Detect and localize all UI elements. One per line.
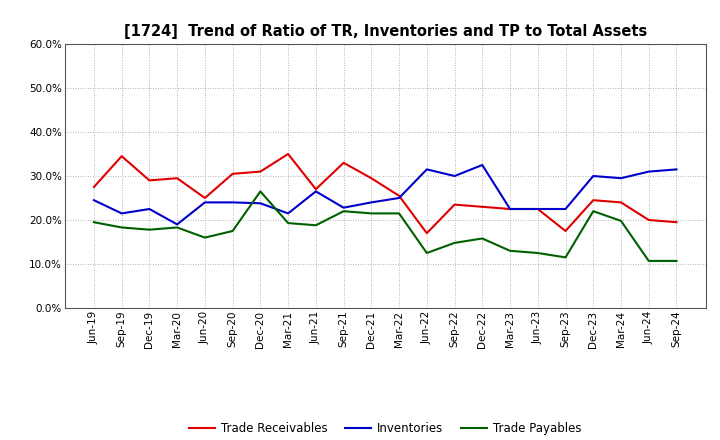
Inventories bbox=[423, 167, 431, 172]
Inventories bbox=[478, 162, 487, 168]
Line: Trade Receivables: Trade Receivables bbox=[94, 154, 677, 233]
Trade Receivables bbox=[672, 220, 681, 225]
Inventories bbox=[312, 189, 320, 194]
Trade Receivables bbox=[395, 193, 403, 198]
Title: [1724]  Trend of Ratio of TR, Inventories and TP to Total Assets: [1724] Trend of Ratio of TR, Inventories… bbox=[124, 24, 647, 39]
Inventories bbox=[672, 167, 681, 172]
Inventories bbox=[505, 206, 514, 212]
Inventories bbox=[644, 169, 653, 174]
Inventories bbox=[145, 206, 154, 212]
Trade Payables bbox=[339, 209, 348, 214]
Trade Payables bbox=[367, 211, 376, 216]
Trade Receivables bbox=[117, 154, 126, 159]
Inventories bbox=[173, 222, 181, 227]
Trade Payables bbox=[228, 228, 237, 234]
Trade Receivables bbox=[201, 195, 210, 201]
Trade Receivables bbox=[589, 198, 598, 203]
Trade Receivables bbox=[505, 206, 514, 212]
Inventories bbox=[395, 195, 403, 201]
Trade Payables bbox=[145, 227, 154, 232]
Trade Payables bbox=[478, 236, 487, 241]
Inventories bbox=[616, 176, 625, 181]
Trade Payables bbox=[589, 209, 598, 214]
Trade Payables bbox=[89, 220, 98, 225]
Inventories bbox=[367, 200, 376, 205]
Trade Receivables bbox=[228, 171, 237, 176]
Trade Receivables bbox=[89, 184, 98, 190]
Trade Receivables bbox=[644, 217, 653, 223]
Trade Payables bbox=[423, 250, 431, 256]
Trade Payables bbox=[256, 189, 265, 194]
Inventories bbox=[201, 200, 210, 205]
Inventories bbox=[284, 211, 292, 216]
Inventories bbox=[89, 198, 98, 203]
Line: Trade Payables: Trade Payables bbox=[94, 191, 677, 261]
Trade Payables bbox=[201, 235, 210, 240]
Trade Payables bbox=[395, 211, 403, 216]
Trade Receivables bbox=[616, 200, 625, 205]
Trade Receivables bbox=[450, 202, 459, 207]
Trade Receivables bbox=[284, 151, 292, 157]
Inventories bbox=[589, 173, 598, 179]
Trade Payables bbox=[644, 258, 653, 264]
Inventories bbox=[561, 206, 570, 212]
Trade Receivables bbox=[367, 176, 376, 181]
Trade Payables bbox=[561, 255, 570, 260]
Trade Payables bbox=[534, 250, 542, 256]
Trade Payables bbox=[312, 223, 320, 228]
Trade Receivables bbox=[173, 176, 181, 181]
Inventories bbox=[534, 206, 542, 212]
Trade Receivables bbox=[478, 204, 487, 209]
Trade Payables bbox=[173, 225, 181, 230]
Trade Payables bbox=[284, 220, 292, 226]
Trade Payables bbox=[616, 218, 625, 224]
Trade Receivables bbox=[312, 187, 320, 192]
Trade Payables bbox=[450, 240, 459, 246]
Legend: Trade Receivables, Inventories, Trade Payables: Trade Receivables, Inventories, Trade Pa… bbox=[184, 417, 586, 440]
Inventories bbox=[117, 211, 126, 216]
Inventories bbox=[339, 205, 348, 210]
Trade Receivables bbox=[423, 231, 431, 236]
Inventories bbox=[228, 200, 237, 205]
Trade Receivables bbox=[561, 228, 570, 234]
Trade Payables bbox=[117, 225, 126, 230]
Trade Receivables bbox=[339, 160, 348, 165]
Trade Payables bbox=[505, 248, 514, 253]
Trade Receivables bbox=[534, 206, 542, 212]
Line: Inventories: Inventories bbox=[94, 165, 677, 224]
Trade Receivables bbox=[256, 169, 265, 174]
Trade Payables bbox=[672, 258, 681, 264]
Trade Receivables bbox=[145, 178, 154, 183]
Inventories bbox=[450, 173, 459, 179]
Inventories bbox=[256, 201, 265, 206]
